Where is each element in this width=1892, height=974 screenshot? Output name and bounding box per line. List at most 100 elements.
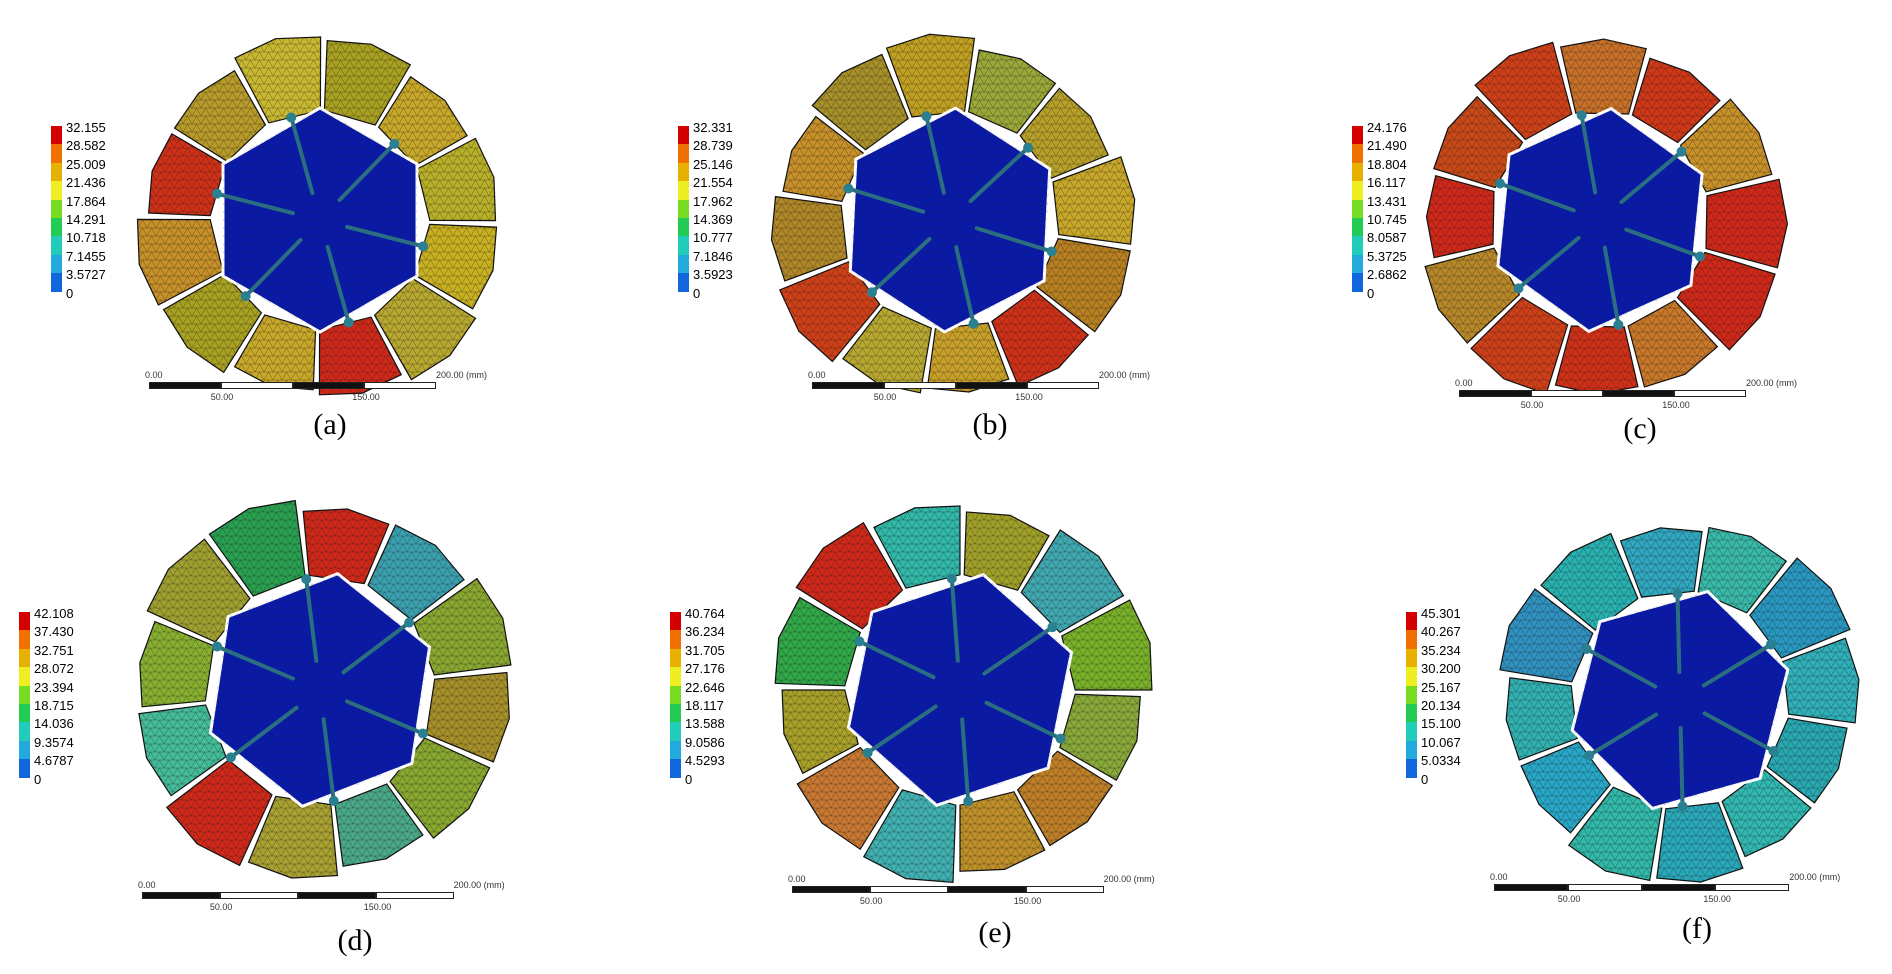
magnet-block: [323, 39, 412, 126]
magnet-block: [247, 795, 339, 879]
magnet-block: [413, 577, 512, 676]
legend-value: 13.431: [1367, 193, 1407, 209]
legend-value: 32.331: [693, 120, 733, 135]
spoke-hinge: [1581, 643, 1592, 654]
scale-segment: [869, 886, 948, 893]
legend-value: 7.1455: [66, 248, 106, 264]
legend-swatch: [670, 759, 681, 778]
legend-swatch: [678, 126, 689, 145]
legend-value: 3.5923: [693, 267, 733, 283]
spoke-hinge: [1047, 622, 1058, 633]
legend-swatch: [1352, 217, 1363, 237]
legend-swatch: [51, 273, 62, 292]
scale-50-label: 50.00: [1557, 894, 1581, 904]
legend-swatch: [670, 648, 681, 668]
legend-value: 10.777: [693, 230, 733, 246]
legend-row: 30.200: [1406, 661, 1466, 686]
magnet-block: [1020, 529, 1125, 634]
legend-swatch: [678, 217, 689, 237]
scale-end-label: 200.00 (mm): [1099, 370, 1151, 380]
magnet-block: [1676, 251, 1776, 351]
magnet-block: [1499, 588, 1594, 683]
magnet-block: [1627, 299, 1719, 388]
legend-value: 15.100: [1421, 716, 1461, 732]
spoke: [954, 245, 976, 326]
caption-d: (d): [337, 924, 373, 957]
spoke: [1602, 245, 1621, 327]
legend-value: 0: [1367, 285, 1375, 301]
scale-segment: [292, 382, 365, 389]
magnet-block: [967, 49, 1057, 134]
magnet-block: [146, 538, 251, 643]
legend-value: 5.0334: [1421, 753, 1461, 769]
legend-swatch: [678, 162, 689, 182]
legend-swatch: [51, 162, 62, 182]
spoke-hinge: [1046, 246, 1057, 257]
legend-swatch: [678, 144, 689, 163]
legend-row: 15.100: [1406, 716, 1466, 741]
scale-segment: [1715, 884, 1790, 891]
legend-row: 28.739: [678, 138, 738, 163]
legend-swatch: [678, 181, 689, 200]
spoke: [1619, 149, 1684, 205]
legend-row: 2.6862: [1352, 267, 1412, 292]
legend-row: 42.108: [19, 606, 79, 631]
scale-end-label: 200.00 (mm): [1789, 872, 1841, 882]
legend-swatch: [51, 217, 62, 237]
magnet-block: [1721, 769, 1812, 858]
magnet-block: [1540, 532, 1639, 631]
legend-b: 32.331 28.739 25.146 21.554 17.962 14.369 10.7…: [678, 120, 738, 307]
magnet-block: [233, 314, 317, 391]
magnet-block: [811, 53, 909, 151]
legend-row: 18.804: [1352, 157, 1412, 182]
legend-row: 22.646: [670, 680, 730, 704]
legend-swatch: [19, 612, 30, 631]
legend-value: 21.436: [66, 175, 106, 191]
spoke: [982, 625, 1055, 676]
spoke: [1584, 646, 1658, 689]
scale-start-label: 0.00: [138, 880, 156, 890]
legend-swatch: [1406, 630, 1417, 649]
legend-value: 32.751: [34, 642, 74, 658]
legend-value: 25.146: [693, 156, 733, 172]
legend-swatch: [670, 612, 681, 631]
rotor-model-f: [1499, 526, 1860, 883]
magnet-block: [302, 508, 390, 585]
scale-150-label: 150.00: [1013, 896, 1042, 906]
legend-row: 10.067: [1406, 735, 1466, 760]
spoke-hinge: [921, 111, 932, 122]
legend-swatch: [19, 667, 30, 686]
magnet-block: [136, 218, 224, 306]
legend-d: 42.108 37.430 32.751 28.072 23.394 18.715 14.0…: [19, 606, 79, 793]
spoke-hinge: [1613, 319, 1624, 330]
spoke-hinge: [211, 188, 222, 199]
legend-row: 32.751: [19, 643, 79, 668]
magnet-block: [1679, 98, 1773, 193]
magnet-block: [1749, 557, 1851, 659]
spoke-hinge: [1676, 146, 1687, 157]
legend-value: 23.394: [34, 679, 74, 695]
magnet-block: [1554, 325, 1639, 395]
legend-swatch: [51, 254, 62, 274]
scale-150-label: 150.00: [352, 392, 380, 402]
legend-swatch: [1406, 740, 1417, 760]
magnet-block: [1470, 296, 1569, 395]
spoke-hinge: [418, 241, 429, 252]
legend-row: 10.718: [51, 230, 111, 255]
spoke-hinge: [343, 317, 354, 328]
magnet-block: [1619, 527, 1703, 598]
magnet-block: [1059, 693, 1141, 782]
rotor-model-e: [774, 505, 1153, 883]
spoke-hinge: [1694, 251, 1705, 262]
scale-segment: [792, 886, 870, 893]
spoke: [1516, 235, 1581, 291]
spoke: [924, 114, 946, 195]
legend-row: 36.234: [670, 624, 730, 649]
legend-row: 7.1846: [678, 249, 738, 274]
legend-value: 17.864: [66, 193, 106, 209]
spoke: [243, 238, 303, 299]
magnet-block: [781, 689, 859, 775]
magnet-block: [234, 36, 322, 124]
magnet-block: [770, 195, 848, 282]
magnet-block: [1016, 750, 1114, 847]
